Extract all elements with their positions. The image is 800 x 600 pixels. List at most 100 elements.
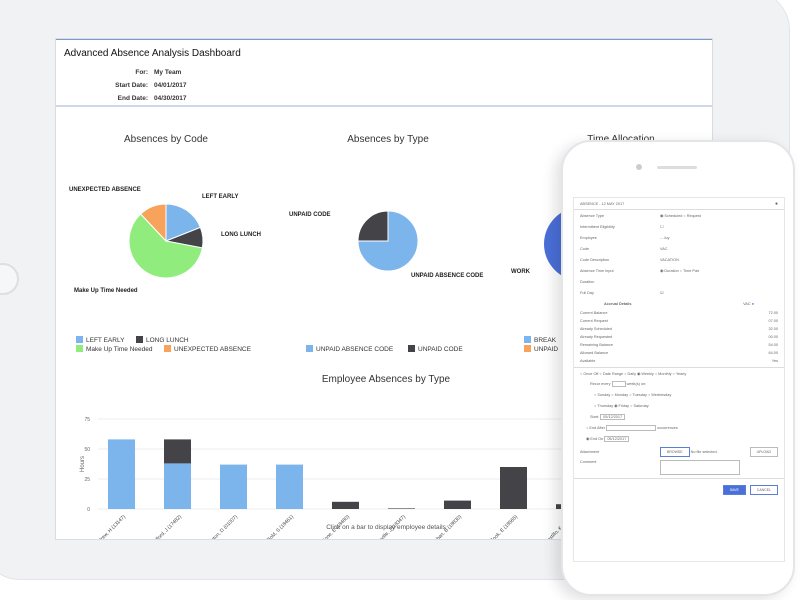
weekday-options[interactable]: ○ Sunday ○ Monday ○ Tuesday ○ Wednesday: [594, 392, 672, 397]
accrual-row: Already Requested 00.00: [574, 333, 784, 341]
form-row: Intermittent Eligibility ☐: [574, 221, 784, 232]
y-tick-label: 0: [87, 507, 90, 513]
accrual-label: Current Request: [580, 319, 608, 323]
bar[interactable]: [332, 501, 359, 509]
accrual-label: Already Requested: [580, 335, 613, 339]
end-after-input[interactable]: [606, 424, 657, 431]
info-icon[interactable]: ●: [751, 301, 754, 306]
end-date-label: End Date:: [117, 95, 148, 102]
y-axis-label: Hours: [80, 456, 86, 472]
accrual-row: Current Balance 72.00: [574, 309, 784, 317]
absence-form: ABSENCE - 12 MAY 2017 ● Absence Type ◉ Sch…: [573, 197, 785, 562]
weekday-options[interactable]: ○ Thursday ◉ Friday ○ Saturday: [594, 404, 649, 408]
field-value[interactable]: ◉ Duration ○ Time Pair: [660, 269, 700, 273]
field-label: Code: [580, 246, 590, 251]
pie-slice[interactable]: [165, 203, 202, 242]
browse-button[interactable]: BROWSE: [660, 447, 690, 457]
speaker: [657, 166, 697, 169]
pie-slice[interactable]: [128, 213, 203, 279]
form-row: Employee -- Joy: [574, 232, 784, 243]
accrual-value: 64.00: [768, 351, 778, 355]
x-tick-label: Belford, J (17482): [151, 514, 184, 540]
accrual-value: 07.00: [768, 319, 778, 323]
accrual-code: VAC: [743, 301, 751, 306]
legend-item[interactable]: UNEXPECTED ABSENCE: [164, 345, 251, 353]
bar[interactable]: [444, 500, 471, 509]
legend-item[interactable]: LONG LUNCH: [136, 336, 189, 344]
field-label: Absence Type: [580, 213, 604, 218]
x-tick-label: Andrew, H (13147): [93, 514, 127, 540]
comment-input[interactable]: [660, 460, 740, 475]
chart-title: Absences by Type: [347, 134, 429, 145]
cancel-button[interactable]: CANCEL: [749, 484, 778, 495]
legend-item[interactable]: LEFT EARLY: [76, 336, 124, 344]
bar[interactable]: [220, 464, 247, 509]
save-button[interactable]: SAVE: [722, 484, 746, 495]
bar-chart-footer: Click on a bar to display employee detai…: [326, 524, 446, 531]
start-input[interactable]: 05/12/2017: [600, 413, 626, 420]
legend-item[interactable]: Make Up Time Needed: [76, 345, 152, 353]
field-value[interactable]: ◉ Scheduled ○ Request: [660, 214, 701, 218]
close-icon[interactable]: ●: [774, 200, 778, 207]
recur-every-input[interactable]: [611, 380, 626, 387]
end-on-radio[interactable]: ◉ End On: [586, 437, 604, 441]
accrual-label: Remaining Balance: [580, 343, 613, 347]
end-after-radio[interactable]: ○ End After: [586, 425, 605, 430]
occurrences-label: occurrences: [657, 425, 678, 430]
start-date-value: 04/01/2017: [154, 82, 187, 89]
comment-label: Comment: [580, 460, 597, 464]
pie-label: Make Up Time Needed: [74, 288, 138, 294]
accrual-label: Available: [580, 359, 596, 363]
bar[interactable]: [164, 463, 191, 509]
form-row: Absence Time Input ◉ Duration ○ Time Pair: [574, 265, 784, 276]
field-value[interactable]: VACATION: [660, 257, 679, 262]
recur-every-label: Recur every: [590, 381, 611, 386]
field-value[interactable]: -- Joy: [660, 235, 670, 240]
legend-item[interactable]: UNPAID ABSENCE CODE: [306, 345, 393, 353]
field-value[interactable]: ☑: [660, 291, 664, 295]
y-tick-label: 25: [84, 477, 90, 483]
pie-label: UNPAID ABSENCE CODE: [411, 273, 484, 279]
pie-label: LEFT EARLY: [202, 194, 239, 200]
recurrence-options[interactable]: ○ Once Off ○ Date Range ○ Daily ◉ Weekly…: [574, 367, 784, 378]
accrual-value: 72.00: [768, 311, 778, 315]
accrual-label: Allowed Balance: [580, 351, 609, 355]
field-value[interactable]: VAC: [660, 246, 668, 251]
end-date-value: 04/30/2017: [154, 95, 187, 102]
pie-slice[interactable]: [139, 203, 167, 243]
upload-button[interactable]: UPLOAD: [749, 447, 778, 457]
accrual-label: Current Balance: [580, 311, 608, 315]
legend-item[interactable]: BREAK: [524, 336, 556, 344]
legend-item[interactable]: UNPAID CODE: [408, 345, 463, 353]
pie-slice[interactable]: [357, 210, 389, 242]
accrual-title: Accrual Details: [604, 301, 632, 306]
pie-slice[interactable]: [357, 210, 419, 272]
x-tick-label: Benton, D (01007): [206, 514, 239, 540]
accrual-label: Already Scheduled: [580, 327, 612, 331]
form-row: Code Description VACATION: [574, 254, 784, 265]
camera: [636, 164, 642, 170]
field-value[interactable]: ☐: [660, 225, 664, 229]
form-title: ABSENCE - 12 MAY 2017: [580, 201, 625, 206]
field-label: Duration: [580, 279, 595, 284]
pie-label: UNPAID CODE: [289, 212, 331, 218]
dashboard-header: Advanced Absence Analysis Dashboard For:…: [56, 39, 712, 107]
end-on-input[interactable]: 05/12/2017: [604, 435, 630, 442]
form-row: Duration: [574, 276, 784, 287]
accrual-value: 00.00: [768, 335, 778, 339]
phone-frame: ABSENCE - 12 MAY 2017 ● Absence Type ◉ Sch…: [561, 140, 795, 596]
accrual-value: Yes: [771, 359, 778, 363]
bar[interactable]: [500, 467, 527, 509]
legend-item[interactable]: UNPAID: [524, 345, 558, 353]
bar[interactable]: [108, 439, 135, 509]
bar[interactable]: [164, 439, 191, 464]
start-date-label: Start Date:: [115, 82, 148, 89]
pie-label: WORK: [511, 269, 530, 275]
bar[interactable]: [388, 508, 415, 509]
no-file-text: No file selected.: [690, 450, 718, 454]
y-tick-label: 50: [84, 447, 90, 453]
bar-chart-title: Employee Absences by Type: [321, 374, 451, 385]
bar[interactable]: [276, 464, 303, 509]
field-label: Employee: [580, 235, 597, 240]
home-button[interactable]: [0, 263, 19, 295]
